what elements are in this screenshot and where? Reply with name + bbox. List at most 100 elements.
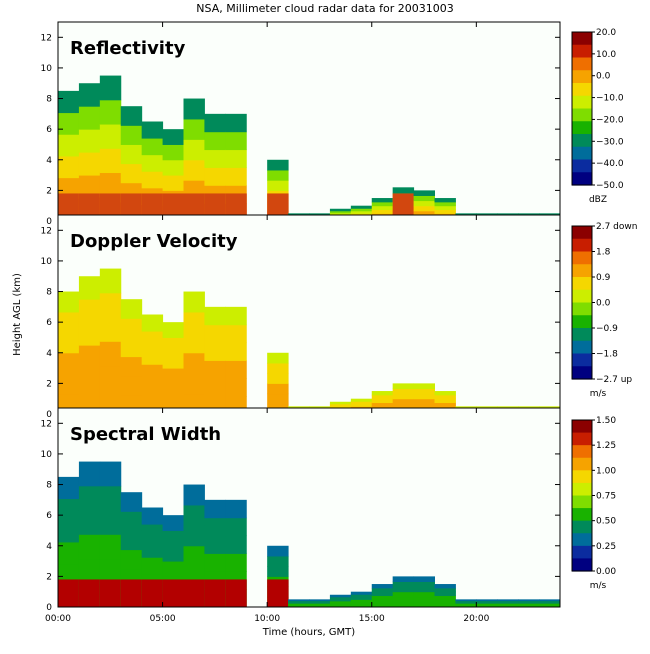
y-tick-label: 4 [46,542,52,552]
heatmap-cell [58,332,80,354]
colorbar-frame [571,31,593,186]
heatmap-cell [204,499,226,519]
heatmap-cell [267,383,289,395]
heatmap-cell [413,591,435,598]
heatmap-cell [183,311,205,333]
colorbar-segment [572,366,592,380]
heatmap-cell [120,193,143,221]
colorbar-tick-label: −2.7 up [596,375,632,385]
heatmap-cell [141,314,164,332]
heatmap-cell [99,558,122,584]
heatmap-cell [288,406,310,409]
heatmap-cell [141,154,164,172]
colorbar-segment [572,108,592,122]
colorbar-tick-label: 0.0 [596,299,611,309]
heatmap-cell [497,213,519,216]
heatmap-cell [392,596,415,603]
y-tick-label: 10 [41,257,53,267]
heatmap-cell [162,579,184,607]
heatmap-cell [371,603,394,608]
heatmap-cell [120,163,143,184]
heatmap-cell [288,603,310,605]
colorbar-tick-label: 10.0 [596,50,616,60]
y-tick-label: 12 [41,226,52,236]
heatmap-cell [539,601,561,604]
heatmap-cell [329,210,352,214]
heatmap-cell [350,208,373,212]
heatmap-cell [58,90,80,114]
colorbar-segment [572,83,592,97]
heatmap-cell [99,485,122,511]
heatmap-cell [225,553,247,572]
x-tick-label: 05:00 [150,614,176,624]
heatmap-cell [58,155,80,179]
heatmap-cell [434,402,456,407]
heatmap-cell [329,596,352,600]
heatmap-cell [99,579,122,607]
heatmap-cell [413,596,435,603]
heatmap-cell [120,318,143,338]
colorbar-segment [572,470,592,484]
heatmap-cell [392,576,415,582]
heatmap-cell [204,167,226,186]
heatmap-cell [518,406,540,409]
heatmap-cell [183,525,205,547]
colorbar-tick-label: 2.7 down [596,222,637,232]
heatmap-cell [476,604,498,607]
heatmap-cell [539,604,561,607]
heatmap-cell [225,324,247,344]
heatmap-cell [434,391,456,396]
heatmap-cell [350,601,373,605]
heatmap-cell [99,124,122,149]
heatmap-cell [371,201,394,207]
heatmap-cell [455,600,477,603]
heatmap-cell [539,213,561,216]
heatmap-cell [476,213,498,216]
heatmap-cell [371,595,394,600]
heatmap-cell [434,595,456,600]
heatmap-cell [225,306,247,326]
colorbar-segment [572,432,592,446]
heatmap-cell [99,510,122,535]
heatmap-cell [434,209,456,214]
heatmap-cell [350,591,373,595]
heatmap-cell [58,134,80,157]
page-title: NSA, Millimeter cloud radar data for 200… [196,2,454,15]
heatmap-cell [99,268,122,294]
heatmap-cell [58,541,80,565]
heatmap-cell [120,549,143,570]
heatmap-cell [476,601,498,604]
heatmap-cell [183,545,205,567]
colorbar-tick-label: 0.9 [596,273,611,283]
colorbar-segment [572,172,592,186]
y-tick-label: 0 [46,410,52,420]
heatmap-cell [455,601,477,604]
heatmap-cell [78,276,101,300]
colorbar-tick-label: 0.50 [596,517,616,527]
colorbar-segment [572,238,592,253]
heatmap-cell [99,365,122,391]
heatmap-cell [99,341,122,367]
heatmap-cell [497,406,519,409]
colorbar-tick-label: 1.50 [596,416,616,426]
heatmap-cell [183,579,205,607]
heatmap-cell [141,557,164,575]
heatmap-cell [78,322,101,346]
heatmap-cell [120,579,143,607]
heatmap-cell [309,601,331,604]
heatmap-cell [309,406,331,409]
y-tick-label: 6 [46,511,52,521]
heatmap-cell [434,201,456,207]
colorbar-tick-label: 1.8 [596,248,611,258]
heatmap-cell [58,498,80,521]
heatmap-cell [141,193,164,221]
y-tick-label: 8 [46,95,52,105]
heatmap-cell [434,603,456,608]
heatmap-cell [288,213,310,216]
heatmap-cell [329,401,352,405]
y-tick-label: 0 [46,217,52,227]
heatmap-cell [204,113,226,133]
y-tick-label: 12 [41,33,52,43]
heatmap-cell [183,98,205,120]
heatmap-cell [413,190,435,196]
